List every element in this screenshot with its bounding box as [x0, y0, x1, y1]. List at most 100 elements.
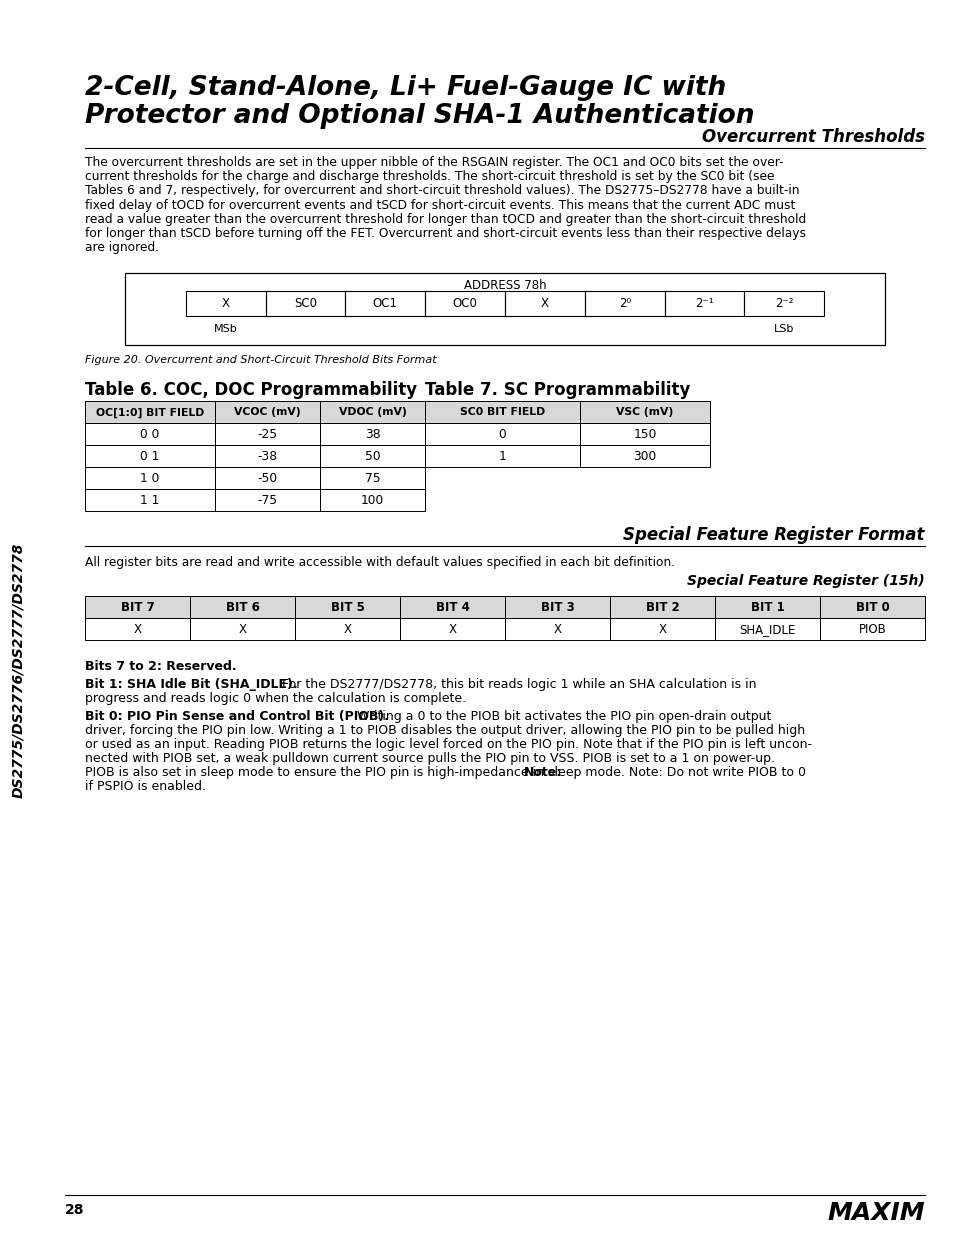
- Bar: [265, 291, 345, 316]
- Bar: [424, 424, 579, 446]
- Bar: [186, 291, 265, 316]
- Text: VCOC (mV): VCOC (mV): [233, 408, 300, 417]
- Bar: [399, 597, 504, 619]
- Bar: [214, 467, 319, 489]
- Text: BIT 4: BIT 4: [436, 601, 469, 614]
- Text: Special Feature Register (15h): Special Feature Register (15h): [686, 574, 924, 588]
- Text: PIOB is also set in sleep mode to ensure the PIO pin is high-impedance in sleep : PIOB is also set in sleep mode to ensure…: [85, 767, 805, 779]
- Bar: [294, 597, 399, 619]
- Text: Bit 0: PIO Pin Sense and Control Bit (PIOB).: Bit 0: PIO Pin Sense and Control Bit (PI…: [85, 710, 389, 724]
- Text: 1 0: 1 0: [140, 472, 159, 485]
- Bar: [85, 597, 190, 619]
- Text: are ignored.: are ignored.: [85, 241, 159, 254]
- Text: 150: 150: [633, 427, 656, 441]
- Text: or used as an input. Reading PIOB returns the logic level forced on the PIO pin.: or used as an input. Reading PIOB return…: [85, 739, 811, 751]
- Bar: [85, 446, 214, 467]
- Text: X: X: [553, 622, 561, 636]
- Text: Protector and Optional SHA-1 Authentication: Protector and Optional SHA-1 Authenticat…: [85, 103, 754, 128]
- Bar: [125, 273, 884, 346]
- Text: BIT 5: BIT 5: [331, 601, 364, 614]
- Bar: [714, 619, 820, 641]
- Text: 2⁻²: 2⁻²: [774, 298, 793, 310]
- Bar: [85, 424, 214, 446]
- Text: nected with PIOB set, a weak pulldown current source pulls the PIO pin to VSS. P: nected with PIOB set, a weak pulldown cu…: [85, 752, 774, 766]
- Text: Table 7. SC Programmability: Table 7. SC Programmability: [424, 382, 690, 399]
- Text: 0 0: 0 0: [140, 427, 159, 441]
- Text: current thresholds for the charge and discharge thresholds. The short-circuit th: current thresholds for the charge and di…: [85, 170, 774, 183]
- Text: 75: 75: [364, 472, 380, 485]
- Bar: [85, 467, 214, 489]
- Bar: [425, 291, 504, 316]
- Text: MSb: MSb: [213, 325, 237, 335]
- Text: fixed delay of tOCD for overcurrent events and tSCD for short-circuit events. Th: fixed delay of tOCD for overcurrent even…: [85, 199, 795, 211]
- Bar: [85, 619, 190, 641]
- Text: -38: -38: [257, 450, 277, 463]
- Bar: [579, 401, 709, 424]
- Bar: [743, 291, 823, 316]
- Text: Tables 6 and 7, respectively, for overcurrent and short-circuit threshold values: Tables 6 and 7, respectively, for overcu…: [85, 184, 799, 198]
- Bar: [294, 619, 399, 641]
- Text: 50: 50: [364, 450, 380, 463]
- Text: progress and reads logic 0 when the calculation is complete.: progress and reads logic 0 when the calc…: [85, 693, 466, 705]
- Bar: [345, 291, 425, 316]
- Bar: [190, 597, 294, 619]
- Text: SC0 BIT FIELD: SC0 BIT FIELD: [459, 408, 544, 417]
- Text: OC1: OC1: [373, 298, 397, 310]
- Text: Figure 20. Overcurrent and Short-Circuit Threshold Bits Format: Figure 20. Overcurrent and Short-Circuit…: [85, 356, 436, 366]
- Bar: [319, 467, 424, 489]
- Bar: [714, 597, 820, 619]
- Bar: [190, 619, 294, 641]
- Text: DS2775/DS2776/DS2777/DS2778: DS2775/DS2776/DS2777/DS2778: [11, 542, 25, 798]
- Text: Overcurrent Thresholds: Overcurrent Thresholds: [701, 128, 924, 146]
- Bar: [214, 401, 319, 424]
- Bar: [214, 489, 319, 511]
- Text: for longer than tSCD before turning off the FET. Overcurrent and short-circuit e: for longer than tSCD before turning off …: [85, 227, 805, 240]
- Text: BIT 6: BIT 6: [225, 601, 259, 614]
- Text: -75: -75: [257, 494, 277, 506]
- Text: X: X: [343, 622, 351, 636]
- Text: X: X: [658, 622, 666, 636]
- Bar: [820, 597, 924, 619]
- Text: Note:: Note:: [523, 767, 561, 779]
- Text: X: X: [540, 298, 548, 310]
- Text: BIT 1: BIT 1: [750, 601, 783, 614]
- Bar: [579, 424, 709, 446]
- Text: 100: 100: [360, 494, 384, 506]
- Bar: [504, 291, 584, 316]
- Text: BIT 0: BIT 0: [855, 601, 888, 614]
- Text: All register bits are read and write accessible with default values specified in: All register bits are read and write acc…: [85, 557, 675, 569]
- Text: X: X: [238, 622, 246, 636]
- Text: 0: 0: [498, 427, 506, 441]
- Bar: [579, 446, 709, 467]
- Bar: [504, 619, 609, 641]
- Text: Bits 7 to 2: Reserved.: Bits 7 to 2: Reserved.: [85, 661, 236, 673]
- Text: VSC (mV): VSC (mV): [616, 408, 673, 417]
- Text: ADDRESS 78h: ADDRESS 78h: [463, 279, 546, 291]
- Text: SC0: SC0: [294, 298, 316, 310]
- Text: BIT 2: BIT 2: [645, 601, 679, 614]
- Bar: [319, 424, 424, 446]
- Text: PIOB: PIOB: [858, 622, 885, 636]
- Text: BIT 7: BIT 7: [120, 601, 154, 614]
- Text: X: X: [221, 298, 230, 310]
- Text: OC0: OC0: [452, 298, 477, 310]
- Bar: [319, 401, 424, 424]
- Bar: [609, 619, 714, 641]
- Bar: [664, 291, 743, 316]
- Bar: [820, 619, 924, 641]
- Text: OC[1:0] BIT FIELD: OC[1:0] BIT FIELD: [95, 408, 204, 417]
- Text: The overcurrent thresholds are set in the upper nibble of the RSGAIN register. T: The overcurrent thresholds are set in th…: [85, 156, 782, 169]
- Text: Writing a 0 to the PIOB bit activates the PIO pin open-drain output: Writing a 0 to the PIOB bit activates th…: [353, 710, 771, 724]
- Text: MAXIM: MAXIM: [826, 1200, 924, 1225]
- Bar: [399, 619, 504, 641]
- Bar: [319, 489, 424, 511]
- Text: VDOC (mV): VDOC (mV): [338, 408, 406, 417]
- Text: SHA_IDLE: SHA_IDLE: [739, 622, 795, 636]
- Text: 28: 28: [65, 1203, 85, 1216]
- Bar: [609, 597, 714, 619]
- Text: 2⁻¹: 2⁻¹: [695, 298, 713, 310]
- Text: For the DS2777/DS2778, this bit reads logic 1 while an SHA calculation is in: For the DS2777/DS2778, this bit reads lo…: [277, 678, 756, 692]
- Text: 0 1: 0 1: [140, 450, 159, 463]
- Bar: [214, 446, 319, 467]
- Text: BIT 3: BIT 3: [540, 601, 574, 614]
